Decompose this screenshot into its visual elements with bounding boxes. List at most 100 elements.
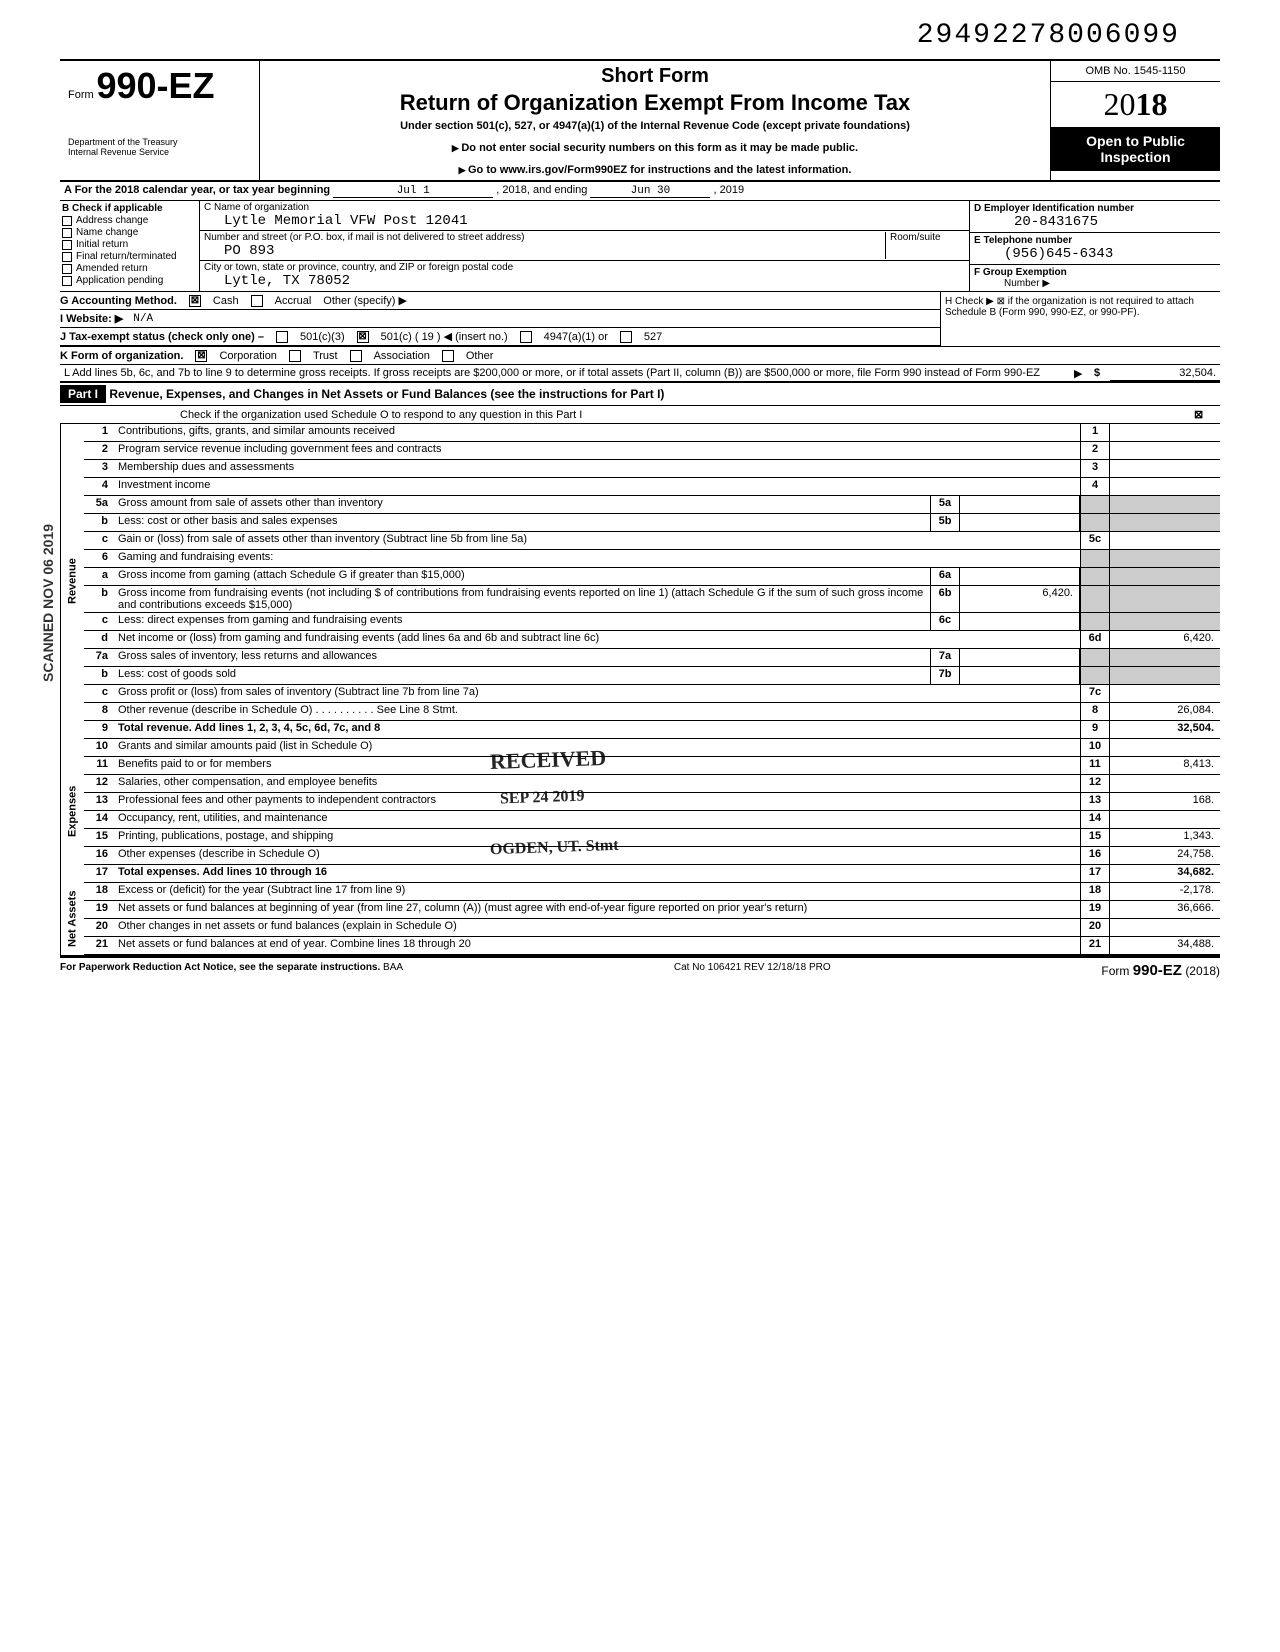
right-val: 168. xyxy=(1110,793,1220,810)
line-21: 21Net assets or fund balances at end of … xyxy=(84,937,1220,955)
right-num-shaded xyxy=(1080,649,1110,666)
line-desc: Total expenses. Add lines 10 through 16 xyxy=(114,865,1080,882)
right-num-shaded xyxy=(1080,496,1110,513)
checkbox-trust[interactable] xyxy=(289,350,301,362)
line-9: 9Total revenue. Add lines 1, 2, 3, 4, 5c… xyxy=(84,721,1220,739)
check-b-0: Address change xyxy=(62,215,197,226)
part-1-checkbox[interactable]: ⊠ xyxy=(1190,407,1220,422)
line-k-label: K Form of organization. xyxy=(60,350,183,362)
row-a-mid: , 2018, and ending xyxy=(496,184,587,196)
checkbox-527[interactable] xyxy=(620,331,632,343)
checkbox-icon[interactable] xyxy=(62,240,72,250)
mid-num: 6b xyxy=(930,586,960,612)
right-val-shaded xyxy=(1110,667,1220,684)
side-label-expenses: Expenses xyxy=(60,739,84,883)
mid-val xyxy=(960,496,1080,513)
mid-num: 5b xyxy=(930,514,960,531)
checkbox-association[interactable] xyxy=(350,350,362,362)
line-num: 5a xyxy=(84,496,114,513)
opt-527: 527 xyxy=(644,331,662,343)
checkbox-corporation[interactable]: ⊠ xyxy=(195,350,207,362)
line-17: 17Total expenses. Add lines 10 through 1… xyxy=(84,865,1220,883)
checkbox-other-org[interactable] xyxy=(442,350,454,362)
line-num: 9 xyxy=(84,721,114,738)
line-13: 13Professional fees and other payments t… xyxy=(84,793,1220,811)
right-num-shaded xyxy=(1080,550,1110,567)
line-14: 14Occupancy, rent, utilities, and mainte… xyxy=(84,811,1220,829)
line-desc: Gaming and fundraising events: xyxy=(114,550,1080,567)
checkbox-501c-n[interactable]: ⊠ xyxy=(357,331,369,343)
right-val xyxy=(1110,685,1220,702)
checkbox-label: Final return/terminated xyxy=(76,251,177,262)
line-num: 3 xyxy=(84,460,114,477)
checkbox-icon[interactable] xyxy=(62,216,72,226)
opt-501c-n: 501(c) ( 19 ) ◀ (insert no.) xyxy=(381,330,508,343)
right-num: 1 xyxy=(1080,424,1110,441)
check-b-5: Application pending xyxy=(62,275,197,286)
right-val-shaded xyxy=(1110,613,1220,630)
right-num: 12 xyxy=(1080,775,1110,792)
opt-cash: Cash xyxy=(213,295,239,307)
scanned-stamp: SCANNED NOV 06 2019 xyxy=(40,524,56,682)
checkbox-501c3[interactable] xyxy=(276,331,288,343)
right-val-shaded xyxy=(1110,550,1220,567)
line-l-value: 32,504. xyxy=(1110,366,1220,381)
line-b: bLess: cost of goods sold7b xyxy=(84,667,1220,685)
right-val xyxy=(1110,460,1220,477)
right-num: 19 xyxy=(1080,901,1110,918)
line-num: b xyxy=(84,667,114,684)
section-b: B Check if applicable Address changeName… xyxy=(60,201,200,291)
checkbox-icon[interactable] xyxy=(62,252,72,262)
right-num: 16 xyxy=(1080,847,1110,864)
checkbox-accrual[interactable] xyxy=(251,295,263,307)
part-1-check: Check if the organization used Schedule … xyxy=(60,406,1220,424)
line-16: 16Other expenses (describe in Schedule O… xyxy=(84,847,1220,865)
right-num: 6d xyxy=(1080,631,1110,648)
right-num: 7c xyxy=(1080,685,1110,702)
line-j: J Tax-exempt status (check only one) – 5… xyxy=(60,328,940,346)
mid-val: 6,420. xyxy=(960,586,1080,612)
line-desc: Total revenue. Add lines 1, 2, 3, 4, 5c,… xyxy=(114,721,1080,738)
tax-year-begin: Jul 1 xyxy=(333,185,493,198)
dept-irs: Internal Revenue Service xyxy=(68,147,251,157)
line-12: 12Salaries, other compensation, and empl… xyxy=(84,775,1220,793)
opt-4947: 4947(a)(1) or xyxy=(544,331,608,343)
line-num: 10 xyxy=(84,739,114,756)
opt-501c3: 501(c)(3) xyxy=(300,331,345,343)
line-num: c xyxy=(84,613,114,630)
right-val-shaded xyxy=(1110,496,1220,513)
mid-num: 6a xyxy=(930,568,960,585)
line-desc: Contributions, gifts, grants, and simila… xyxy=(114,424,1080,441)
line-num: 20 xyxy=(84,919,114,936)
checkbox-icon[interactable] xyxy=(62,228,72,238)
tax-year: 2018 xyxy=(1051,82,1220,127)
line-desc: Gross sales of inventory, less returns a… xyxy=(114,649,930,666)
line-b: bLess: cost or other basis and sales exp… xyxy=(84,514,1220,532)
check-b-4: Amended return xyxy=(62,263,197,274)
label-group-exempt: F Group Exemption xyxy=(974,267,1067,278)
right-val xyxy=(1110,919,1220,936)
org-name: Lytle Memorial VFW Post 12041 xyxy=(204,213,468,229)
line-desc: Occupancy, rent, utilities, and maintena… xyxy=(114,811,1080,828)
footer-form-label: Form xyxy=(1101,964,1129,978)
checkbox-icon[interactable] xyxy=(62,276,72,286)
line-c: cLess: direct expenses from gaming and f… xyxy=(84,613,1220,631)
right-num-shaded xyxy=(1080,613,1110,630)
instr-url: Go to www.irs.gov/Form990EZ for instruct… xyxy=(270,164,1040,176)
checkbox-icon[interactable] xyxy=(62,264,72,274)
part-1-header: Part I Revenue, Expenses, and Changes in… xyxy=(60,383,1220,406)
right-val: 26,084. xyxy=(1110,703,1220,720)
line-num: c xyxy=(84,685,114,702)
line-num: 12 xyxy=(84,775,114,792)
right-val: 34,488. xyxy=(1110,937,1220,954)
label-street: Number and street (or P.O. box, if mail … xyxy=(204,232,525,243)
right-val-shaded xyxy=(1110,514,1220,531)
phone-value: (956)645-6343 xyxy=(974,246,1113,262)
checkbox-4947[interactable] xyxy=(520,331,532,343)
line-num: 2 xyxy=(84,442,114,459)
checkbox-label: Name change xyxy=(76,227,138,238)
line-num: 15 xyxy=(84,829,114,846)
right-num: 2 xyxy=(1080,442,1110,459)
line-num: 6 xyxy=(84,550,114,567)
checkbox-cash[interactable]: ⊠ xyxy=(189,295,201,307)
